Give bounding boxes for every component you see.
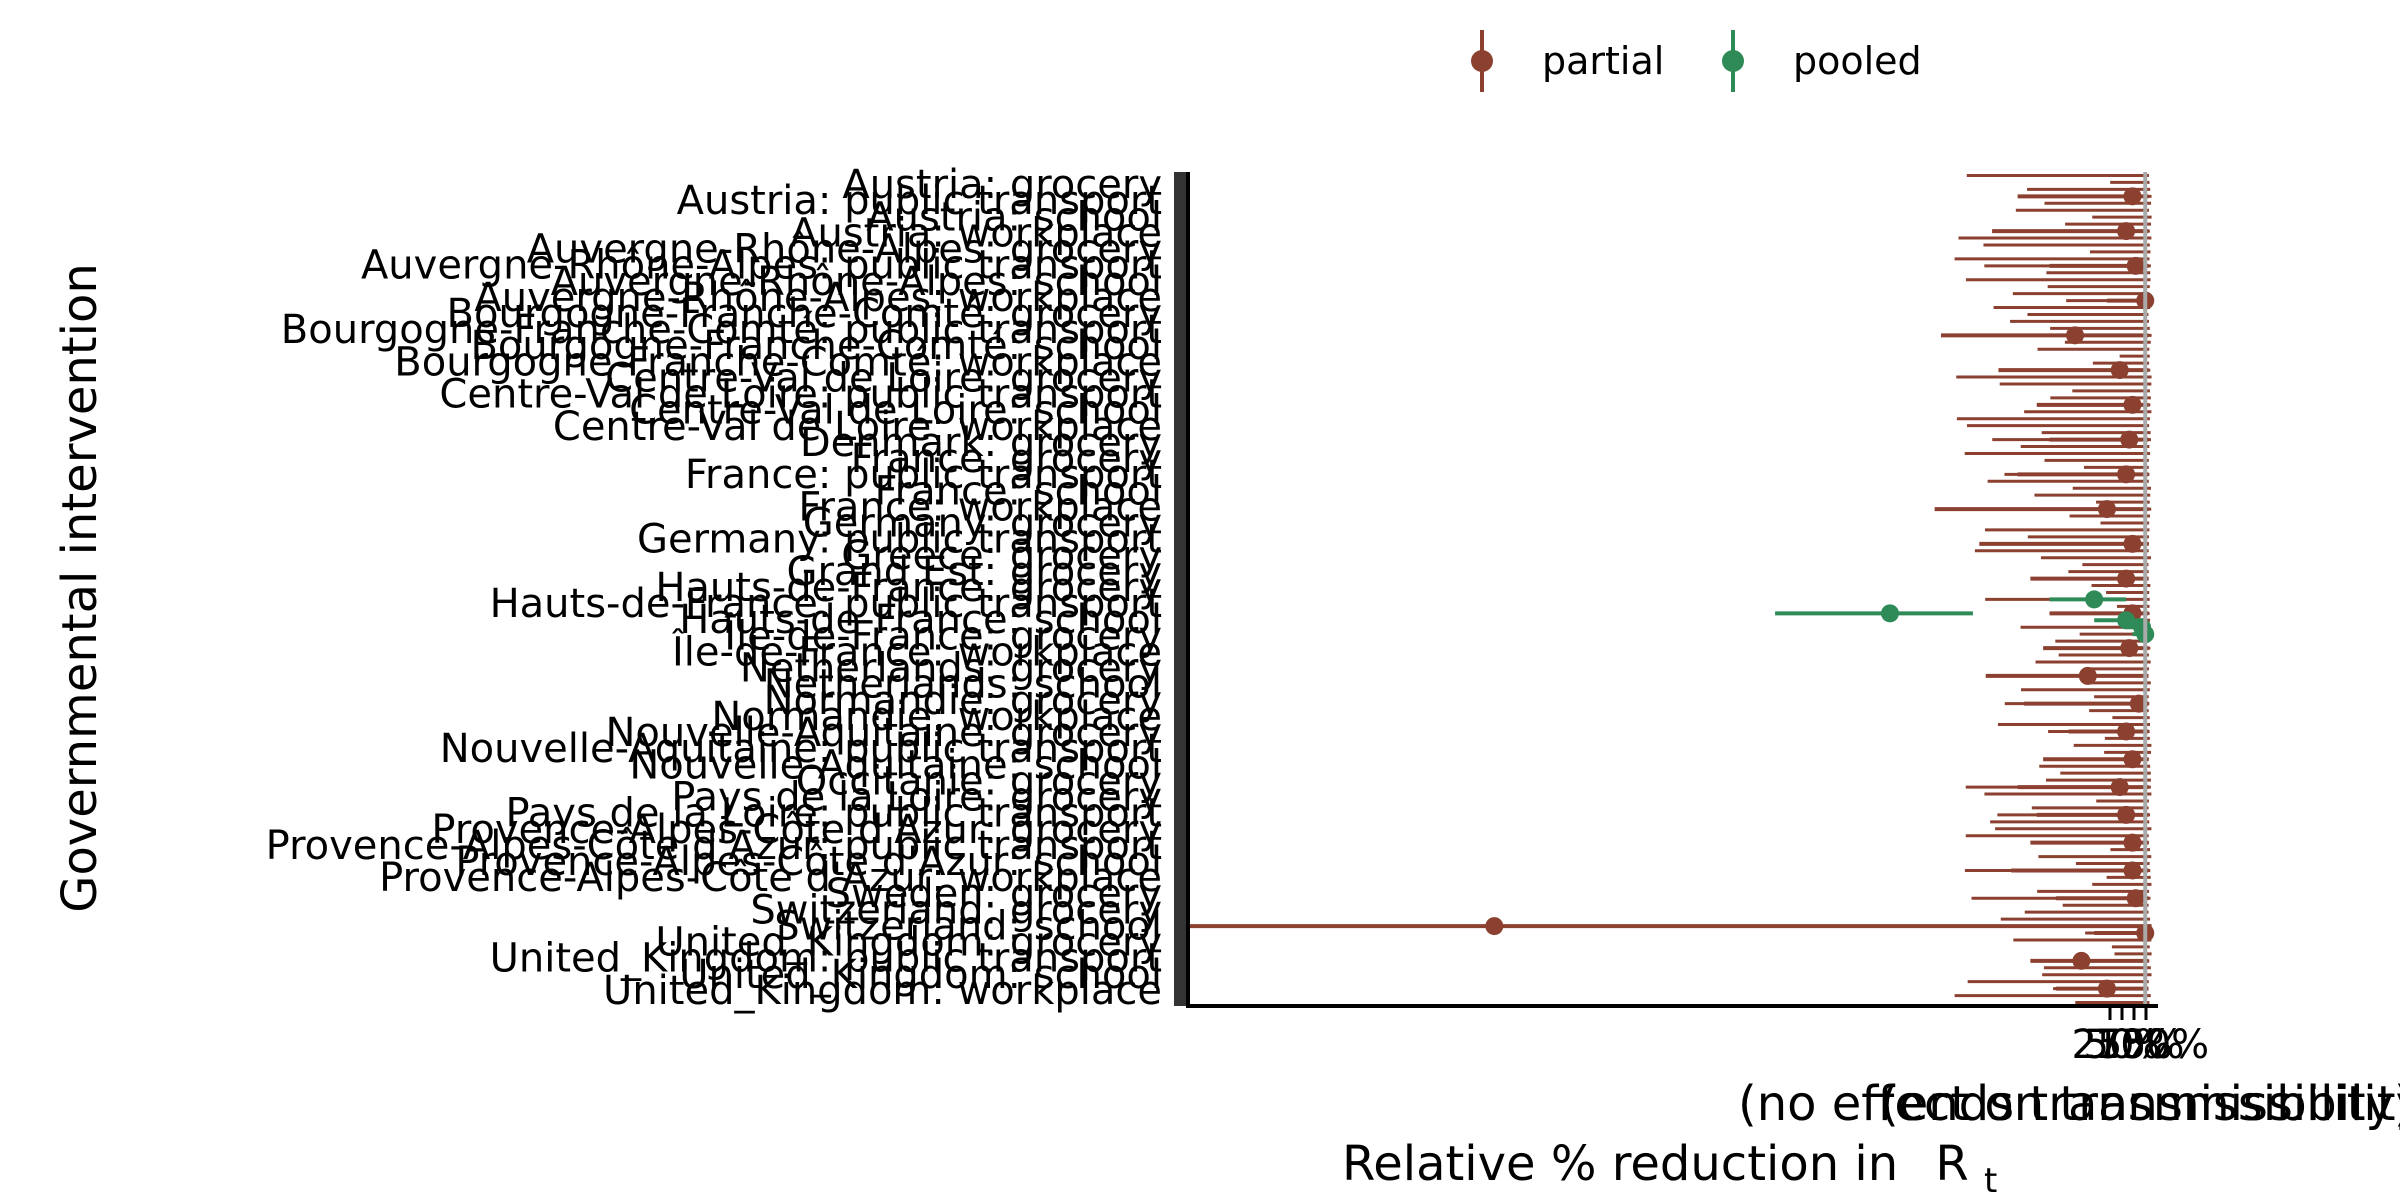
- y-tick-label: Greece: grocery: [841, 533, 1162, 579]
- y-tick-label: France: workplace: [798, 484, 1162, 530]
- x-axis-label: Relative % reduction in R t: [1342, 1136, 1997, 1200]
- y-tick-label: Auvergne-Rhône-Alpes: public transport: [361, 243, 1162, 289]
- y-tick-label: France: grocery: [851, 436, 1162, 482]
- y-tick-label: Centre-Val de Loire: public transport: [439, 372, 1162, 418]
- y-tick-label: Bourgogne-Franche-Comté: school: [470, 323, 1162, 369]
- x-axis-label-text: Relative % reduction in: [1342, 1136, 1898, 1192]
- point-partial: [2117, 222, 2136, 241]
- point-partial: [2126, 889, 2145, 908]
- point-partial: [2123, 395, 2142, 414]
- y-tick-label: United_Kingdom: grocery: [655, 920, 1162, 966]
- y-tick-label: Nouvelle-Aquitaine: school: [629, 742, 1162, 788]
- legend-key-point-partial: [1471, 50, 1493, 72]
- point-partial: [2097, 979, 2116, 998]
- point-partial: [2110, 778, 2129, 797]
- y-tick-label: Centre-Val de Loire: grocery: [605, 355, 1162, 401]
- y-tick-label: Normandie: grocery: [764, 678, 1162, 724]
- y-tick-label: Occitanie: grocery: [796, 758, 1162, 804]
- y-tick-label: Auvergne-Rhône-Alpes: grocery: [527, 227, 1162, 273]
- x-ticks: 25%50%75%100%: [2072, 1006, 2209, 1068]
- x-endpoint-label-no-effect: (no effect on transmissibility): [1738, 1076, 2400, 1132]
- y-tick-label: Switzerland: school: [774, 903, 1162, 949]
- point-partial: [2097, 500, 2116, 519]
- y-tick-label: Provence-Alpes-Côte d'Azur: workplace: [379, 855, 1162, 901]
- point-partial: [2110, 361, 2129, 380]
- y-tick-label: Grand Est: grocery: [786, 549, 1162, 595]
- y-tick-label: Denmark: grocery: [800, 420, 1162, 466]
- y-tick-label: Île-de-France: workplace: [671, 627, 1162, 675]
- y-tick-label: Nouvelle-Aquitaine: grocery: [605, 710, 1162, 756]
- y-tick-label: Île-de-France: grocery: [723, 611, 1162, 659]
- y-tick-label: Hauts-de-France: public transport: [490, 581, 1162, 627]
- point-partial: [2078, 666, 2097, 685]
- legend-label-pooled: pooled: [1793, 39, 1922, 83]
- y-tick-label: Centre-Val de Loire: workplace: [553, 404, 1162, 450]
- legend-key-point-pooled: [1722, 50, 1744, 72]
- y-tick-label: Austria: school: [866, 194, 1162, 240]
- y-tick-label: Germany: grocery: [803, 501, 1162, 547]
- point-partial: [2117, 722, 2136, 741]
- y-tick-label: Austria: workplace: [790, 210, 1162, 256]
- y-tick-label: Netherlands: grocery: [740, 646, 1162, 692]
- axes: [1174, 172, 2158, 1008]
- y-tick-label: Pays de la Loire: grocery: [671, 775, 1162, 821]
- x-tick-label: 100%: [2095, 1022, 2209, 1068]
- x-axis-label-symbol: R: [1935, 1136, 1968, 1192]
- point-pooled: [1880, 604, 1899, 623]
- point-partial: [2126, 256, 2145, 275]
- point-partial: [2117, 569, 2136, 588]
- y-tick-label: Auvergne-Rhône-Alpes: workplace: [474, 275, 1162, 321]
- point-partial: [2123, 833, 2142, 852]
- y-tick-label: Nouvelle-Aquitaine: public transport: [440, 726, 1162, 772]
- y-tick-label: Bourgogne-Franche-Comté: grocery: [447, 291, 1162, 337]
- y-tick-label: Switzerland: grocery: [750, 887, 1162, 933]
- x-endpoint-label-ends: (ends transmissibility): [1880, 1076, 2400, 1132]
- y-tick-label: Germany: public transport: [637, 517, 1162, 563]
- y-tick-label: Hauts-de-France: school: [679, 597, 1162, 643]
- y-tick-label: Auvergne-Rhône-Alpes: school: [551, 259, 1162, 305]
- point-partial: [2120, 639, 2139, 658]
- point-partial: [2123, 534, 2142, 553]
- y-tick-label: Netherlands: school: [764, 662, 1162, 708]
- y-tick-label: Hauts-de-France: grocery: [655, 565, 1162, 611]
- point-partial: [2123, 187, 2142, 206]
- y-tick-label: Provence-Alpes-Côte d'Azur: public trans…: [266, 823, 1162, 869]
- y-tick-label: Sweden: grocery: [826, 871, 1162, 917]
- y-tick-label: United_Kingdom: workplace: [603, 968, 1162, 1014]
- point-pooled: [2085, 590, 2104, 609]
- y-tick-label: France: public transport: [685, 452, 1162, 498]
- y-tick-label: Austria: grocery: [842, 162, 1162, 208]
- y-tick-label: United_Kingdom: public transport: [490, 936, 1162, 982]
- y-axis-tick-strip: [1174, 172, 1188, 1006]
- x-axis-label-subscript: t: [1984, 1161, 1997, 1200]
- y-tick-label: France: school: [875, 468, 1162, 514]
- x-tick-label: 50%: [2084, 1022, 2173, 1068]
- y-tick-label: Provence-Alpes-Côte d'Azur: school: [455, 839, 1162, 885]
- y-tick-label: Pays de la Loire: public transport: [505, 791, 1162, 837]
- point-partial: [2123, 750, 2142, 769]
- legend: partial pooled: [1471, 30, 1922, 92]
- point-partial: [2072, 951, 2091, 970]
- y-tick-label: Provence-Alpes-Côte d'Azur: grocery: [431, 807, 1162, 853]
- y-tick-label: Normandie: workplace: [711, 694, 1162, 740]
- y-axis-label: Governmental intervention: [52, 263, 108, 913]
- x-tick-label: 75%: [2096, 1022, 2185, 1068]
- y-tick-label: Bourgogne-Franche-Comté: workplace: [394, 339, 1162, 385]
- point-partial: [1485, 917, 1504, 936]
- point-partial: [2066, 326, 2085, 345]
- y-tick-label: Centre-Val de Loire: school: [629, 388, 1162, 434]
- y-tick-label: Bourgogne-Franche-Comté: public transpor…: [281, 307, 1162, 353]
- point-pooled: [2117, 611, 2136, 630]
- point-partial: [2123, 861, 2142, 880]
- x-tick-label: 25%: [2072, 1022, 2161, 1068]
- point-partial: [2117, 465, 2136, 484]
- point-partial: [2117, 805, 2136, 824]
- legend-label-partial: partial: [1542, 39, 1664, 83]
- point-partial: [2120, 430, 2139, 449]
- y-tick-label: Austria: public transport: [677, 178, 1162, 224]
- y-tick-label: United_Kingdom: school: [679, 952, 1162, 998]
